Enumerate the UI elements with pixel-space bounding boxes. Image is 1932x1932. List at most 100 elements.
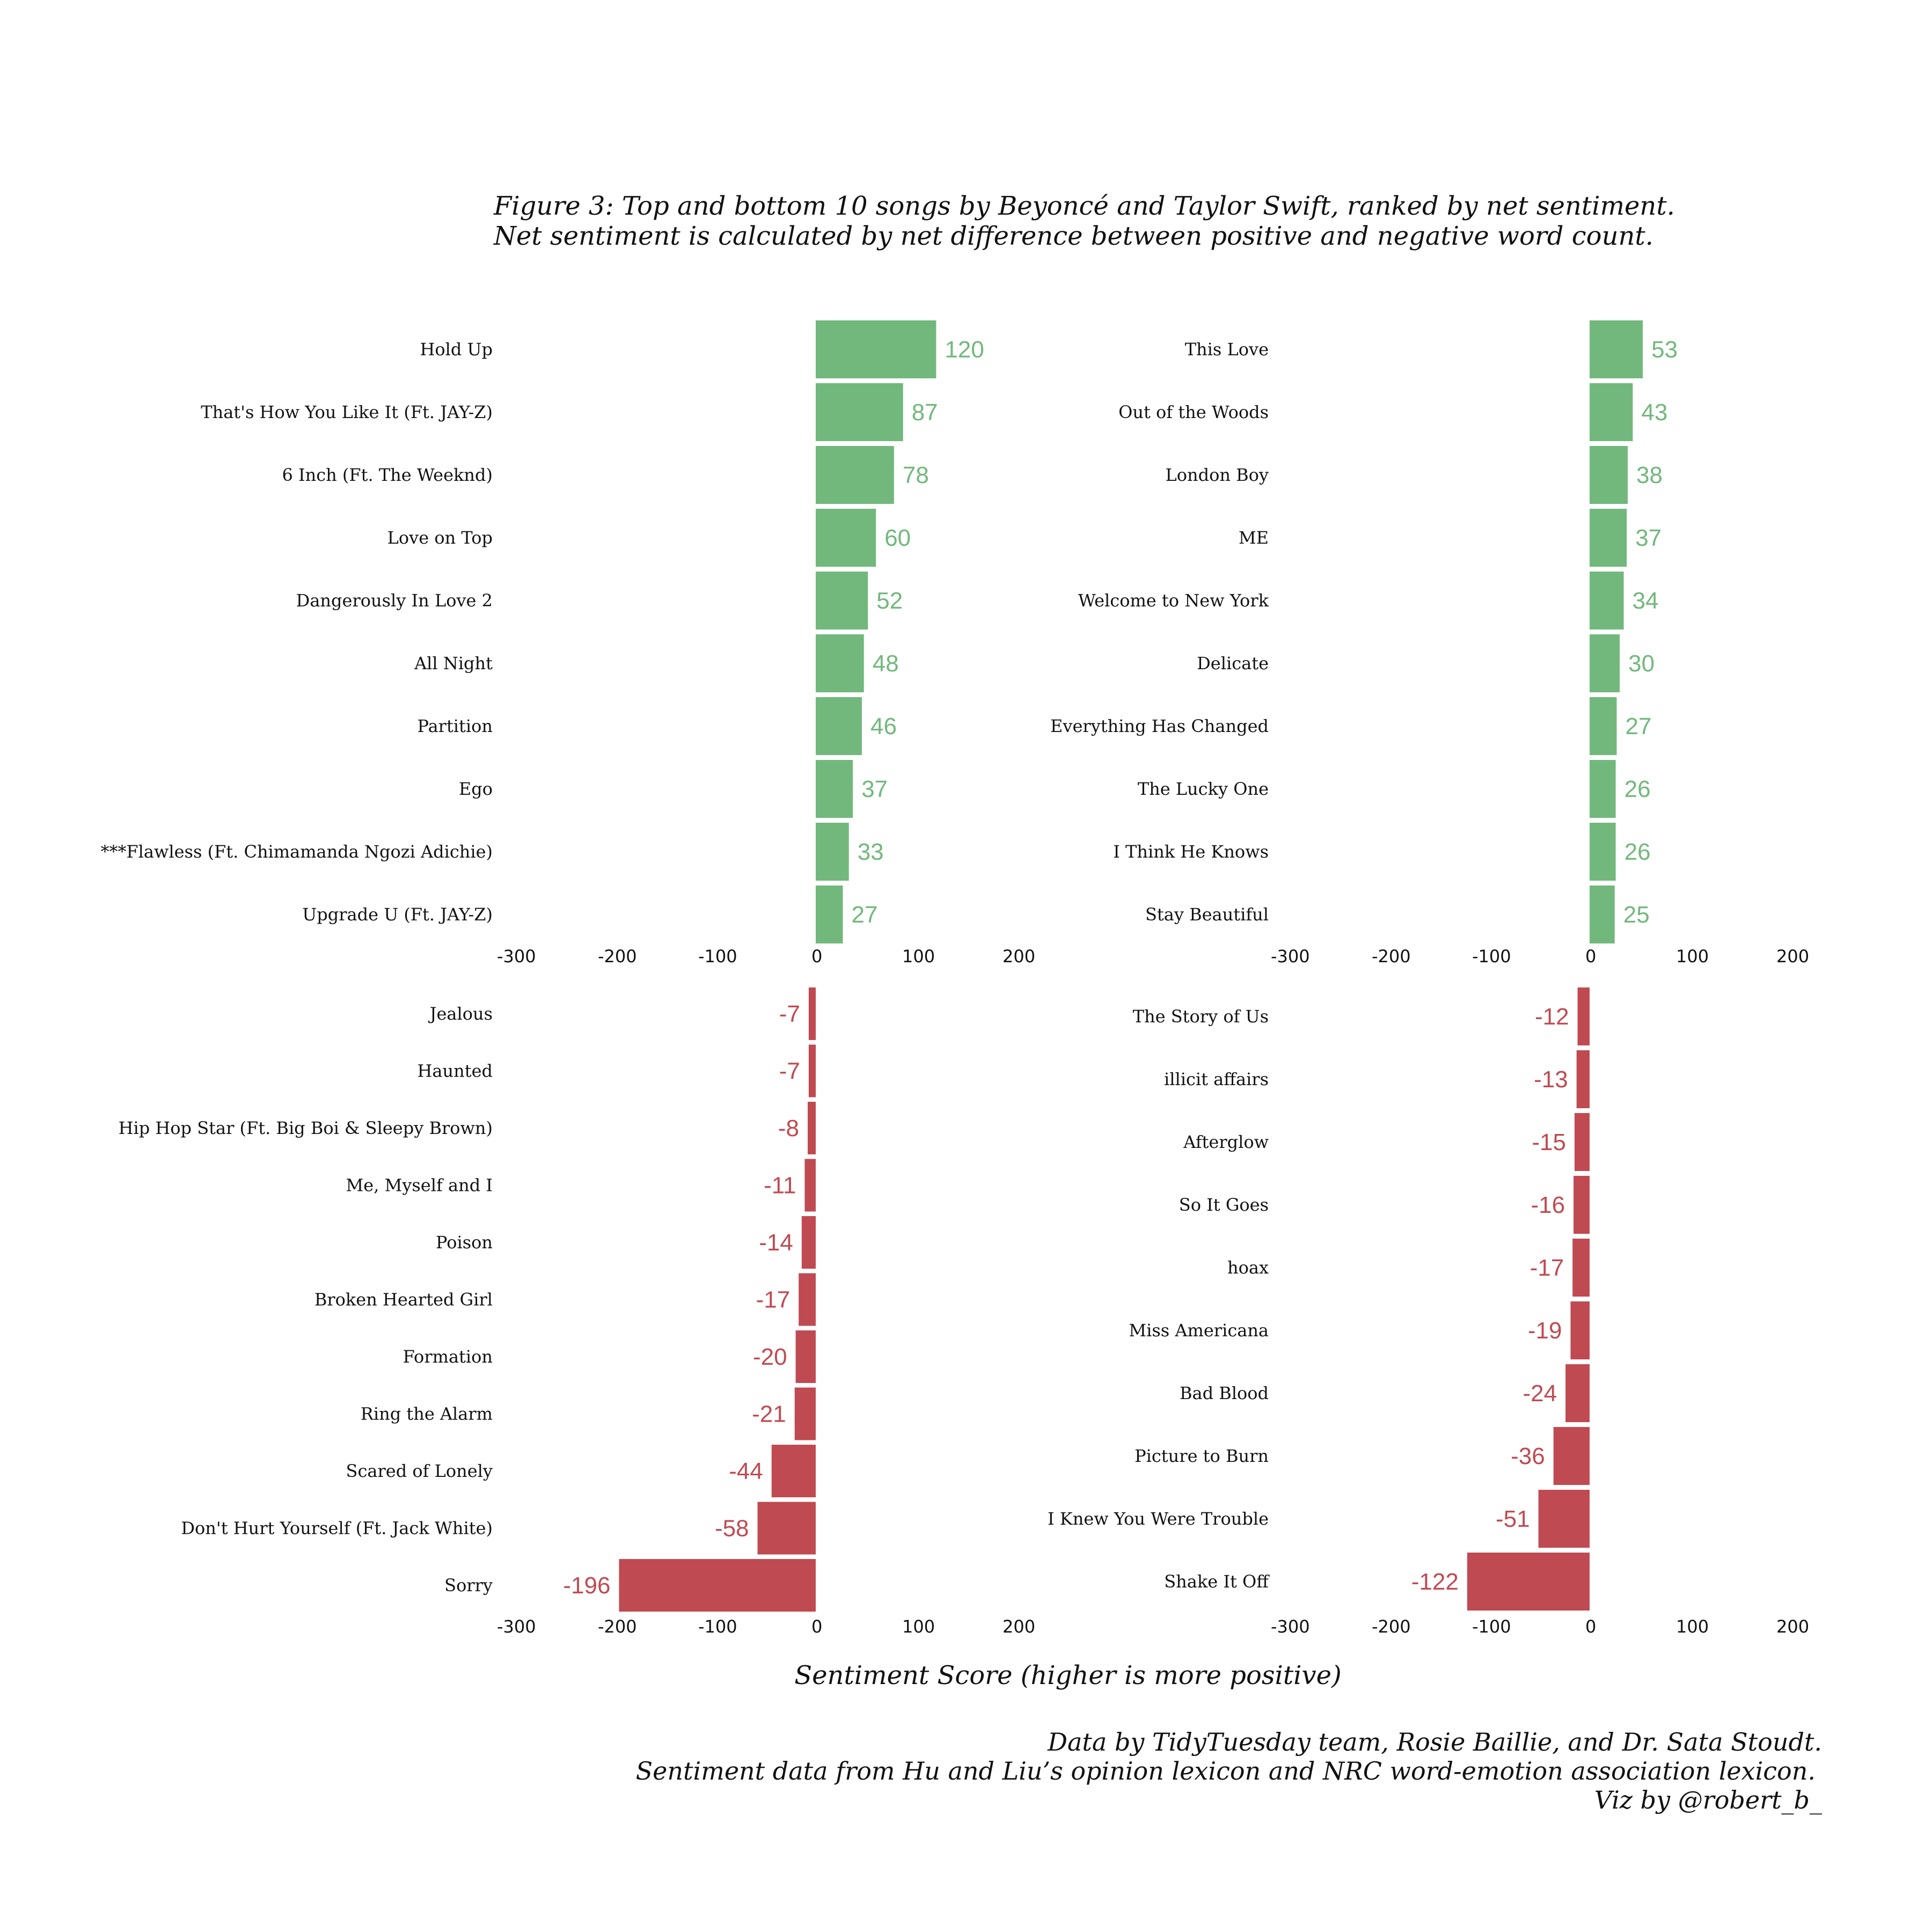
song-label-top-left-0: Hold Up bbox=[420, 339, 493, 360]
song-label-top-left-5: All Night bbox=[414, 653, 493, 674]
bar-bottom-right-2 bbox=[1574, 1113, 1590, 1171]
song-label-top-right-3: ME bbox=[1239, 528, 1269, 548]
bar-top-left-8 bbox=[816, 823, 849, 881]
bar-top-left-5 bbox=[816, 634, 864, 692]
bar-bottom-left-4 bbox=[801, 1216, 816, 1269]
song-label-top-left-8: ***Flawless (Ft. Chimamanda Ngozi Adichi… bbox=[100, 841, 493, 862]
value-label-bottom-left-6: -20 bbox=[753, 1344, 787, 1370]
bar-bottom-left-6 bbox=[795, 1330, 816, 1383]
value-label-bottom-left-2: -8 bbox=[778, 1115, 799, 1141]
bar-bottom-right-8 bbox=[1538, 1490, 1590, 1548]
song-label-bottom-right-2: Afterglow bbox=[1183, 1132, 1269, 1152]
bar-top-left-3 bbox=[816, 509, 876, 567]
tick-label-bottom-left-2: -100 bbox=[698, 1616, 737, 1637]
bar-top-left-0 bbox=[816, 320, 936, 378]
song-label-bottom-left-3: Me, Myself and I bbox=[346, 1175, 493, 1196]
bar-top-right-6 bbox=[1590, 697, 1617, 755]
song-label-bottom-left-4: Poison bbox=[436, 1232, 493, 1253]
value-label-bottom-left-1: -7 bbox=[779, 1058, 800, 1085]
song-label-top-right-6: Everything Has Changed bbox=[1050, 716, 1269, 736]
tick-label-bottom-left-4: 100 bbox=[902, 1616, 935, 1637]
panel-top-left: Hold Up 120 That's How You Like It (Ft. JA… bbox=[100, 320, 1035, 967]
chart-panels: Hold Up 120 That's How You Like It (Ft. JA… bbox=[100, 320, 1809, 1637]
value-label-bottom-left-3: -11 bbox=[764, 1173, 796, 1199]
x-axis-label: Sentiment Score (higher is more positive… bbox=[794, 1660, 1342, 1690]
tick-label-bottom-right-0: -300 bbox=[1271, 1616, 1310, 1637]
song-label-top-right-9: Stay Beautiful bbox=[1145, 904, 1269, 925]
song-label-bottom-right-4: hoax bbox=[1227, 1257, 1269, 1278]
value-label-top-right-8: 26 bbox=[1624, 839, 1651, 865]
bar-top-left-6 bbox=[816, 697, 862, 755]
song-label-bottom-right-9: Shake It Off bbox=[1164, 1571, 1270, 1592]
value-label-top-right-1: 43 bbox=[1641, 399, 1667, 426]
tick-label-top-right-0: -300 bbox=[1271, 946, 1310, 967]
value-label-top-right-2: 38 bbox=[1636, 462, 1663, 488]
value-label-top-left-6: 46 bbox=[870, 713, 897, 740]
bar-bottom-left-8 bbox=[771, 1445, 816, 1497]
value-label-bottom-right-2: -15 bbox=[1532, 1129, 1566, 1155]
value-label-top-right-7: 26 bbox=[1624, 776, 1651, 802]
song-label-top-left-1: That's How You Like It (Ft. JAY-Z) bbox=[201, 402, 493, 422]
bar-top-right-8 bbox=[1590, 823, 1616, 881]
caption-line-1: Data by TidyTuesday team, Rosie Baillie,… bbox=[1047, 1728, 1822, 1757]
song-label-bottom-right-5: Miss Americana bbox=[1129, 1320, 1269, 1341]
tick-label-top-left-2: -100 bbox=[698, 946, 737, 967]
panel-bottom-left: Jealous -7 Haunted -7 Hip Hop Star (Ft. Big … bbox=[119, 987, 1035, 1637]
value-label-top-left-4: 52 bbox=[876, 588, 903, 614]
tick-label-top-right-4: 100 bbox=[1676, 946, 1709, 967]
tick-label-bottom-right-3: 0 bbox=[1585, 1616, 1596, 1637]
bar-top-right-1 bbox=[1590, 383, 1633, 441]
bar-top-left-4 bbox=[816, 572, 868, 630]
value-label-bottom-left-10: -196 bbox=[563, 1572, 610, 1599]
song-label-bottom-left-0: Jealous bbox=[428, 1004, 493, 1024]
bar-bottom-left-10 bbox=[619, 1559, 816, 1612]
bar-top-right-4 bbox=[1590, 572, 1624, 630]
bar-bottom-right-7 bbox=[1553, 1427, 1590, 1485]
bar-bottom-left-1 bbox=[808, 1044, 816, 1097]
bar-top-left-2 bbox=[816, 446, 894, 504]
value-label-bottom-left-4: -14 bbox=[759, 1230, 793, 1256]
song-label-top-right-2: London Boy bbox=[1165, 465, 1269, 485]
song-label-bottom-right-6: Bad Blood bbox=[1180, 1383, 1269, 1403]
bar-top-right-2 bbox=[1590, 446, 1628, 504]
tick-label-top-right-2: -100 bbox=[1472, 946, 1511, 967]
song-label-bottom-right-0: The Story of Us bbox=[1133, 1006, 1269, 1027]
song-label-top-right-1: Out of the Woods bbox=[1118, 402, 1269, 422]
value-label-top-left-8: 33 bbox=[858, 839, 884, 865]
value-label-top-right-4: 34 bbox=[1633, 588, 1659, 614]
song-label-top-right-4: Welcome to New York bbox=[1078, 590, 1269, 611]
tick-label-top-right-5: 200 bbox=[1776, 946, 1809, 967]
song-label-bottom-left-10: Sorry bbox=[444, 1575, 493, 1596]
song-label-top-left-7: Ego bbox=[459, 779, 493, 799]
bar-top-right-9 bbox=[1590, 885, 1615, 943]
value-label-bottom-right-5: -19 bbox=[1528, 1318, 1562, 1344]
tick-label-bottom-right-2: -100 bbox=[1472, 1616, 1511, 1637]
value-label-top-left-2: 78 bbox=[903, 462, 929, 488]
song-label-top-left-9: Upgrade U (Ft. JAY-Z) bbox=[302, 904, 493, 925]
value-label-bottom-left-0: -7 bbox=[779, 1001, 800, 1027]
caption-line-3: Viz by @robert_b_ bbox=[1594, 1785, 1822, 1814]
tick-label-top-right-3: 0 bbox=[1585, 946, 1596, 967]
bar-bottom-left-7 bbox=[794, 1387, 816, 1440]
bar-bottom-right-3 bbox=[1574, 1176, 1590, 1234]
song-label-top-left-3: Love on Top bbox=[387, 528, 493, 548]
value-label-bottom-right-9: -122 bbox=[1411, 1569, 1459, 1595]
value-label-top-right-0: 53 bbox=[1651, 336, 1678, 363]
value-label-bottom-right-3: -16 bbox=[1531, 1192, 1565, 1218]
bar-top-right-5 bbox=[1590, 634, 1620, 692]
song-label-bottom-right-3: So It Goes bbox=[1179, 1195, 1269, 1215]
bar-top-right-0 bbox=[1590, 320, 1643, 378]
song-label-bottom-right-1: illicit affairs bbox=[1164, 1069, 1269, 1089]
value-label-top-right-3: 37 bbox=[1635, 525, 1662, 551]
panel-top-right: This Love 53 Out of the Woods 43 London Boy 3… bbox=[1050, 320, 1809, 967]
tick-label-top-left-5: 200 bbox=[1002, 946, 1035, 967]
bar-bottom-right-6 bbox=[1565, 1364, 1590, 1422]
chart-title-line-1: Figure 3: Top and bottom 10 songs by Bey… bbox=[493, 191, 1675, 221]
bar-top-right-7 bbox=[1590, 760, 1616, 818]
bar-bottom-right-1 bbox=[1576, 1050, 1590, 1108]
song-label-bottom-left-8: Scared of Lonely bbox=[346, 1461, 493, 1481]
song-label-bottom-left-5: Broken Hearted Girl bbox=[314, 1290, 493, 1310]
bar-bottom-left-3 bbox=[804, 1159, 816, 1212]
caption-line-2: Sentiment data from Hu and Liu’s opinion… bbox=[636, 1757, 1816, 1785]
